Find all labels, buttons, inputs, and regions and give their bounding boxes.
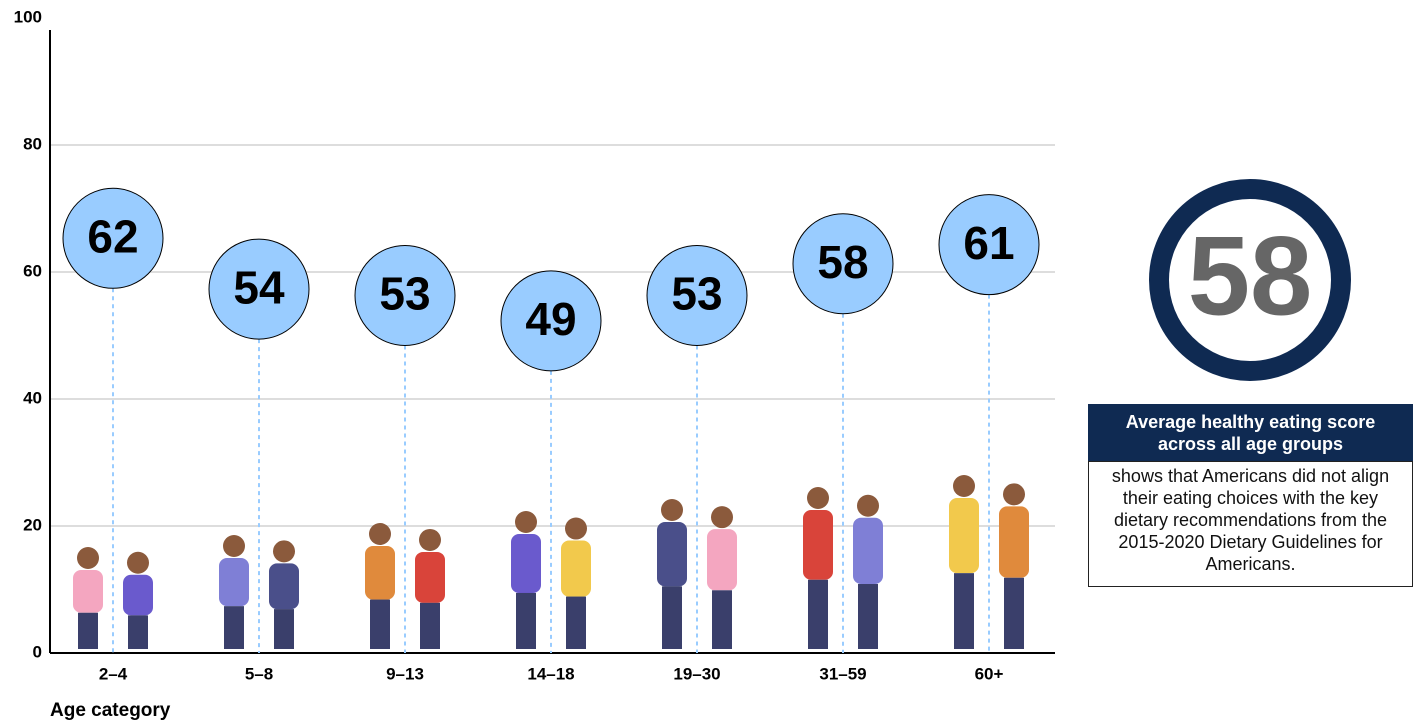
y-tick-label: 80	[23, 134, 42, 153]
person-legs	[954, 573, 974, 649]
value-label: 62	[87, 210, 138, 262]
value-label: 49	[525, 293, 576, 345]
x-tick-label: 2–4	[99, 664, 128, 683]
value-label: 54	[233, 261, 285, 313]
x-tick-label: 31–59	[819, 664, 866, 683]
person-head	[369, 523, 391, 545]
person-body	[803, 510, 833, 580]
person-legs	[274, 609, 294, 649]
person-legs	[712, 590, 732, 649]
page: {"chart_data": {"type": "lollipop", "x_l…	[0, 0, 1419, 723]
person-head	[77, 547, 99, 569]
person-head	[565, 518, 587, 540]
y-tick-label: 100	[14, 7, 42, 26]
value-label: 53	[671, 268, 722, 320]
summary-value: 58	[1188, 214, 1313, 339]
summary-text: shows that Americans did not align their…	[1088, 461, 1413, 587]
person-body	[73, 570, 103, 613]
person-head	[857, 495, 879, 517]
value-label: 61	[963, 217, 1014, 269]
person-body	[123, 575, 153, 616]
person-head	[515, 511, 537, 533]
x-tick-label: 5–8	[245, 664, 273, 683]
person-legs	[516, 593, 536, 649]
y-tick-label: 0	[33, 642, 42, 661]
chart: Age category 58 0 20 40 60 80 100 2–4 62 5–8 54 9–…	[0, 0, 1419, 723]
person-head	[661, 499, 683, 521]
person-body	[707, 529, 737, 590]
person-head	[1003, 483, 1025, 505]
person-body	[999, 506, 1029, 577]
person-head	[273, 540, 295, 562]
person-body	[949, 498, 979, 573]
person-legs	[566, 597, 586, 649]
x-tick-label: 14–18	[527, 664, 574, 683]
x-tick-label: 19–30	[673, 664, 720, 683]
y-tick-label: 40	[23, 388, 42, 407]
x-tick-label: 9–13	[386, 664, 424, 683]
person-body	[657, 522, 687, 586]
person-body	[561, 541, 591, 597]
x-axis-label: Age category	[50, 700, 171, 721]
x-tick-label: 60+	[975, 664, 1004, 683]
person-body	[853, 518, 883, 584]
value-label: 58	[817, 236, 868, 288]
y-tick-label: 20	[23, 515, 42, 534]
person-legs	[370, 600, 390, 649]
person-legs	[78, 613, 98, 649]
person-body	[365, 546, 395, 600]
person-legs	[128, 615, 148, 649]
person-head	[953, 475, 975, 497]
person-legs	[224, 606, 244, 649]
person-head	[127, 552, 149, 574]
person-body	[219, 558, 249, 606]
person-body	[269, 563, 299, 609]
person-legs	[1004, 578, 1024, 649]
person-body	[415, 552, 445, 603]
summary-title: Average healthy eating score across all …	[1088, 404, 1413, 461]
person-head	[223, 535, 245, 557]
person-legs	[808, 580, 828, 649]
person-head	[711, 506, 733, 528]
person-head	[419, 529, 441, 551]
person-legs	[662, 586, 682, 649]
person-head	[807, 487, 829, 509]
person-legs	[858, 584, 878, 649]
person-legs	[420, 603, 440, 649]
y-tick-label: 60	[23, 261, 42, 280]
value-label: 53	[379, 268, 430, 320]
person-body	[511, 534, 541, 593]
